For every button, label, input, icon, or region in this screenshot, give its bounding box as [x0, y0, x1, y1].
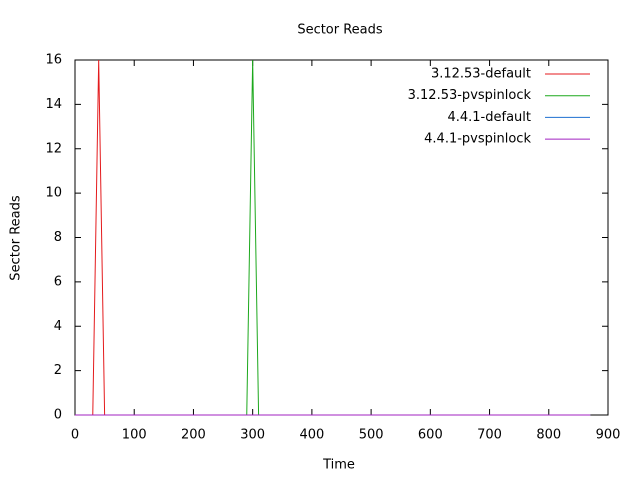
- legend-label: 4.4.1-default: [447, 110, 531, 125]
- y-tick-label: 14: [45, 97, 62, 112]
- x-tick-label: 900: [596, 428, 621, 443]
- x-tick-label: 0: [71, 428, 79, 443]
- y-tick-label: 4: [54, 319, 62, 334]
- legend-label: 4.4.1-pvspinlock: [424, 132, 531, 147]
- x-axis-label: Time: [322, 458, 355, 473]
- y-tick-label: 2: [54, 363, 62, 378]
- y-tick-label: 16: [45, 53, 62, 68]
- y-tick-label: 8: [54, 230, 62, 245]
- x-tick-label: 700: [477, 428, 502, 443]
- y-tick-label: 6: [54, 274, 62, 289]
- x-tick-label: 600: [418, 428, 443, 443]
- x-tick-label: 500: [359, 428, 384, 443]
- x-tick-label: 100: [122, 428, 147, 443]
- y-tick-label: 10: [45, 186, 62, 201]
- y-axis-label: Sector Reads: [9, 195, 24, 281]
- y-tick-label: 12: [45, 141, 62, 156]
- legend-label: 3.12.53-pvspinlock: [408, 88, 532, 103]
- x-tick-label: 200: [181, 428, 206, 443]
- x-tick-label: 800: [536, 428, 561, 443]
- legend-label: 3.12.53-default: [431, 67, 531, 82]
- chart-title: Sector Reads: [297, 23, 383, 38]
- y-tick-label: 0: [54, 408, 62, 423]
- x-tick-label: 300: [240, 428, 265, 443]
- x-tick-label: 400: [299, 428, 324, 443]
